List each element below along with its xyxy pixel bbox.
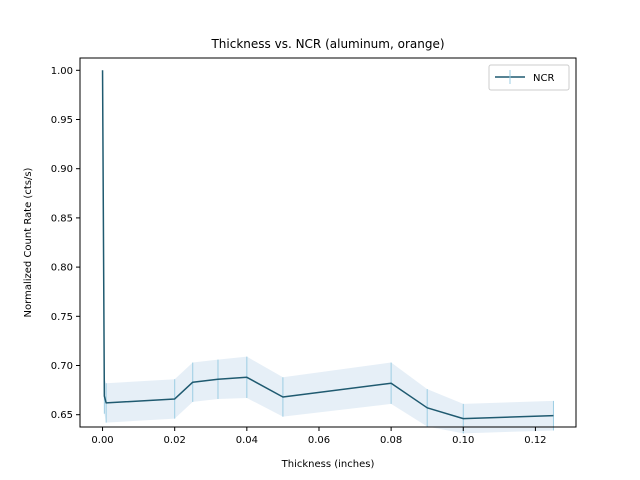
y-tick-label: 0.70	[51, 361, 73, 372]
x-tick-label: 0.12	[524, 435, 546, 446]
ncr-series-line	[101, 70, 554, 420]
legend: NCR	[488, 64, 570, 91]
y-tick-label: 0.90	[51, 164, 73, 175]
x-axis-label: Thickness (inches)	[281, 459, 375, 470]
x-tick-label: 0.02	[164, 435, 186, 446]
x-tick-label: 0.08	[380, 435, 402, 446]
x-tick-label: 0.04	[236, 435, 258, 446]
plot-frame	[79, 57, 577, 428]
x-axis: 0.00 0.02 0.04 0.06 0.08 0.10 0.12	[91, 427, 547, 446]
x-tick-label: 0.10	[452, 435, 474, 446]
chart-title: Thickness vs. NCR (aluminum, orange)	[210, 37, 444, 51]
y-axis-label: Normalized Count Rate (cts/s)	[23, 167, 34, 317]
legend-box	[488, 64, 570, 91]
y-tick-label: 0.65	[51, 410, 73, 421]
x-tick-label: 0.00	[91, 435, 113, 446]
legend-ncr-label: NCR	[533, 73, 554, 84]
y-tick-label: 0.75	[51, 312, 73, 323]
x-tick-label: 0.06	[308, 435, 330, 446]
y-tick-label: 0.95	[51, 115, 73, 126]
y-tick-label: 0.80	[51, 263, 73, 274]
ncr-uncertainty-band	[102, 70, 554, 434]
y-tick-label: 1.00	[51, 66, 73, 77]
y-tick-label: 0.85	[51, 213, 73, 224]
y-axis: 0.65 0.70 0.75 0.80 0.85 0.90 0.95 1.00	[51, 66, 80, 421]
